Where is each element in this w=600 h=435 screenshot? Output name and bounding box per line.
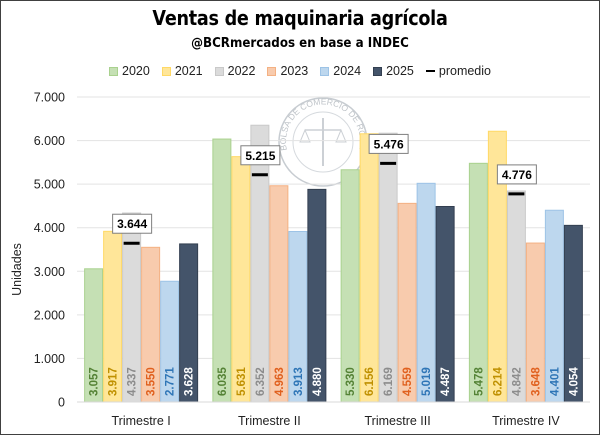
data-label: 6.214 bbox=[492, 367, 504, 396]
y-tick-label: 5.000 bbox=[34, 178, 65, 192]
legend-item-2020: 2020 bbox=[109, 64, 150, 78]
bar-2022-3 bbox=[378, 132, 398, 403]
legend-swatch bbox=[161, 66, 171, 76]
data-label: 4.842 bbox=[511, 367, 523, 396]
data-label: 3.550 bbox=[146, 367, 158, 396]
bar-2021-2 bbox=[231, 156, 251, 403]
legend-item-2022: 2022 bbox=[214, 64, 256, 78]
average-label-box bbox=[240, 145, 281, 166]
chart-title: Ventas de maquinaria agrícola bbox=[152, 6, 448, 30]
bar-2021-3 bbox=[359, 133, 379, 403]
average-label: 3.644 bbox=[117, 217, 147, 231]
data-label: 6.352 bbox=[255, 367, 267, 396]
y-tick-label: 2.000 bbox=[34, 308, 65, 322]
data-label: 5.478 bbox=[473, 367, 485, 396]
data-label: 2.771 bbox=[165, 367, 177, 396]
data-label: 4.401 bbox=[549, 367, 561, 396]
average-label-box bbox=[496, 164, 537, 185]
bar-2020-3 bbox=[340, 169, 360, 403]
bar-2020-2 bbox=[212, 138, 232, 403]
data-label: 4.337 bbox=[127, 367, 139, 396]
legend-item-promedio: promedio bbox=[425, 64, 491, 78]
legend-swatch bbox=[214, 66, 224, 76]
legend-swatch bbox=[320, 66, 330, 76]
data-label: 3.057 bbox=[89, 367, 101, 396]
data-label: 4.963 bbox=[274, 367, 286, 396]
legend-item-2025: 2025 bbox=[373, 64, 414, 78]
data-label: 6.035 bbox=[217, 367, 229, 396]
watermark-text: BOLSA DE COMERCIO DE ROSARIO bbox=[0, 0, 368, 151]
legend-label: 2020 bbox=[122, 64, 150, 78]
x-tick-label: Trimestre IV bbox=[492, 414, 560, 428]
average-label: 4.776 bbox=[502, 168, 532, 182]
data-label: 3.648 bbox=[530, 367, 542, 396]
data-label: 3.913 bbox=[293, 367, 305, 396]
legend-label: promedio bbox=[438, 64, 491, 78]
data-label: 6.156 bbox=[364, 367, 376, 396]
data-label: 4.559 bbox=[402, 367, 414, 396]
data-label: 5.330 bbox=[345, 367, 357, 396]
y-tick-label: 7.000 bbox=[34, 91, 65, 105]
legend-label: 2024 bbox=[333, 64, 362, 78]
y-tick-label: 1.000 bbox=[34, 352, 65, 366]
y-tick-label: 3.000 bbox=[34, 265, 65, 279]
data-label: 5.631 bbox=[236, 367, 248, 396]
legend-label: 2025 bbox=[386, 64, 414, 78]
average-label-box bbox=[112, 213, 153, 234]
data-label: 4.487 bbox=[440, 367, 452, 396]
legend-label: 2022 bbox=[227, 64, 256, 78]
data-label: 3.917 bbox=[108, 367, 120, 396]
legend-label: 2021 bbox=[174, 64, 203, 78]
legend-item-2023: 2023 bbox=[267, 64, 308, 78]
legend-swatch bbox=[425, 69, 435, 73]
x-tick-label: Trimestre III bbox=[365, 414, 431, 428]
legend-swatch bbox=[373, 66, 383, 76]
y-tick-label: 6.000 bbox=[34, 134, 65, 148]
data-label: 5.019 bbox=[421, 367, 433, 396]
bar-2020-4 bbox=[468, 162, 488, 403]
data-label: 4.054 bbox=[568, 367, 580, 396]
average-label: 5.476 bbox=[374, 137, 404, 151]
data-label: 6.169 bbox=[383, 367, 395, 396]
data-label: 3.628 bbox=[184, 367, 196, 396]
legend-item-2024: 2024 bbox=[320, 64, 361, 78]
x-tick-label: Trimestre I bbox=[111, 414, 170, 428]
legend-swatch bbox=[109, 66, 118, 76]
average-label-box bbox=[368, 133, 409, 154]
legend-label: 2023 bbox=[280, 64, 309, 78]
y-axis-label: Unidades bbox=[10, 243, 24, 296]
x-tick-label: Trimestre II bbox=[238, 414, 301, 428]
y-tick-label: 0 bbox=[58, 396, 65, 410]
legend: 2020 2021 2022 2023 2024 2025 promedio bbox=[0, 64, 600, 78]
y-tick-label: 4.000 bbox=[34, 221, 65, 235]
data-label: 4.880 bbox=[312, 367, 324, 396]
legend-swatch bbox=[267, 66, 277, 76]
chart-subtitle: @BCRmercados en base a INDEC bbox=[191, 35, 409, 51]
legend-item-2021: 2021 bbox=[161, 64, 203, 78]
bar-2022-2 bbox=[250, 124, 270, 403]
average-label: 5.215 bbox=[245, 149, 275, 163]
